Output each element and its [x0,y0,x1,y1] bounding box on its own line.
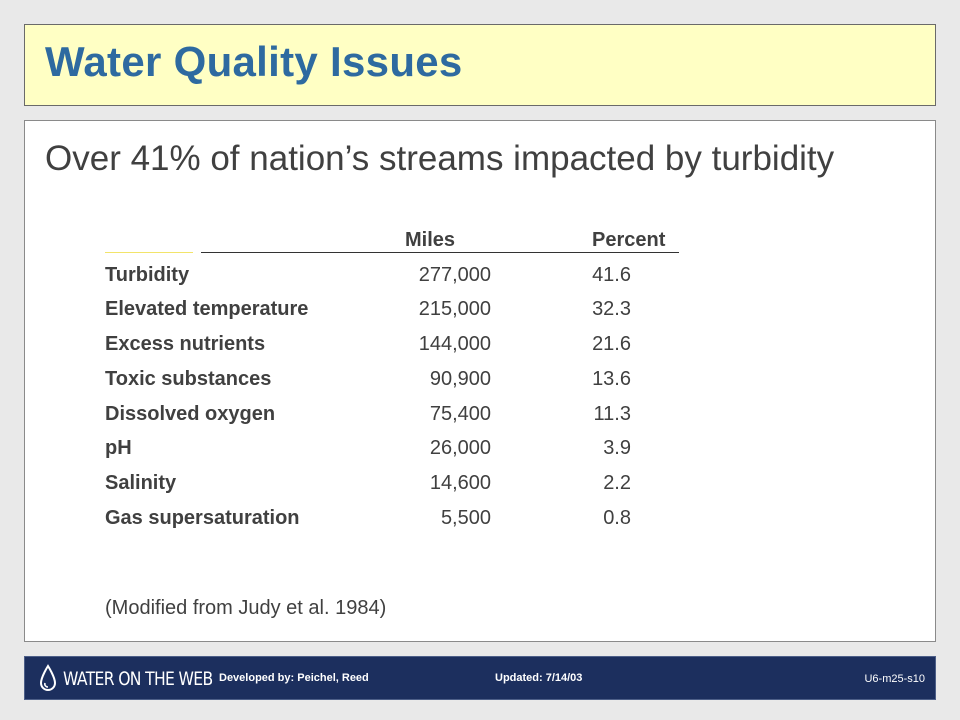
row-label: Salinity [105,472,177,494]
water-drop-icon [39,664,57,691]
row-label: pH [105,437,132,459]
logo-text: WATER ON THE WEB [63,668,213,690]
header-underline-left [105,252,193,253]
developed-by: Developed by: Peichel, Reed [219,672,369,684]
row-percent: 32.3 [592,298,631,320]
row-miles: 144,000 [418,333,491,355]
row-label: Toxic substances [105,368,272,390]
row-miles: 90,900 [429,368,491,390]
header-underline [201,252,679,253]
row-percent: 21.6 [592,333,631,355]
row-miles: 26,000 [429,437,491,459]
subtitle: Over 41% of nation’s streams impacted by… [45,139,835,178]
footer-bar: WATER ON THE WEB Developed by: Peichel, … [24,656,936,700]
row-label: Elevated temperature [105,298,309,320]
title-banner: Water Quality Issues [24,24,936,106]
column-header-percent: Percent [592,229,666,251]
row-label: Excess nutrients [105,333,266,355]
row-label: Gas supersaturation [105,507,300,529]
row-label: Turbidity [105,264,190,286]
row-percent: 2.2 [603,472,631,494]
updated-date: Updated: 7/14/03 [495,672,583,684]
row-label: Dissolved oxygen [105,403,276,425]
row-miles: 5,500 [440,507,491,529]
page-title: Water Quality Issues [45,38,463,85]
row-percent: 41.6 [592,264,631,286]
column-header-miles: Miles [405,229,456,251]
row-percent: 3.9 [603,437,631,459]
row-miles: 277,000 [418,264,491,286]
row-percent: 0.8 [603,507,631,529]
content-panel: Over 41% of nation’s streams impacted by… [24,120,936,642]
row-miles: 215,000 [418,298,491,320]
row-miles: 14,600 [429,472,491,494]
row-miles: 75,400 [429,403,491,425]
slide-id: U6-m25-s10 [864,673,925,685]
source-citation: (Modified from Judy et al. 1984) [105,597,387,619]
row-percent: 13.6 [592,368,631,390]
row-percent: 11.3 [593,403,631,425]
